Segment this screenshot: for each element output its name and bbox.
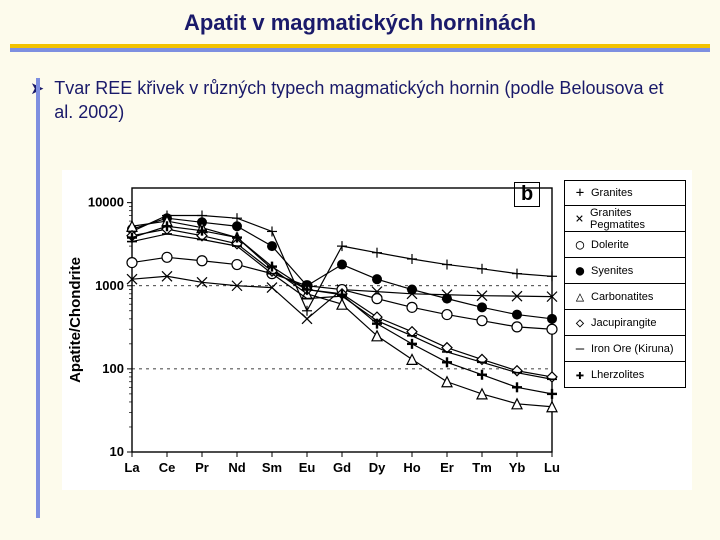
- svg-text:Ho: Ho: [403, 460, 420, 475]
- panel-label: b: [514, 182, 540, 207]
- bullet-item: ➤ Tvar REE křivek v různých typech magma…: [30, 76, 684, 125]
- legend-label: Granites Pegmatites: [590, 207, 685, 231]
- svg-text:1000: 1000: [95, 278, 124, 293]
- svg-text:Eu: Eu: [299, 460, 316, 475]
- legend-label: Carbonatites: [591, 291, 653, 303]
- svg-text:Apatite/Chondrite: Apatite/Chondrite: [67, 257, 84, 383]
- legend-item: ◇Jacupirangite: [564, 310, 686, 336]
- title-rule: [0, 44, 720, 52]
- legend-label: Iron Ore (Kiruna): [591, 343, 674, 355]
- svg-text:Ce: Ce: [159, 460, 176, 475]
- legend-marker-icon: ◇: [569, 316, 591, 330]
- chart-legend: +Granites×Granites Pegmatites○Dolerite●S…: [564, 180, 686, 388]
- legend-marker-icon: ✚: [569, 368, 591, 382]
- legend-item: ✚Lherzolites: [564, 362, 686, 388]
- legend-item: ○Dolerite: [564, 232, 686, 258]
- legend-marker-icon: +: [569, 186, 591, 200]
- legend-item: ●Syenites: [564, 258, 686, 284]
- svg-text:Pr: Pr: [195, 460, 209, 475]
- svg-text:Lu: Lu: [544, 460, 560, 475]
- legend-label: Dolerite: [591, 239, 629, 251]
- legend-item: △Carbonatites: [564, 284, 686, 310]
- svg-text:100: 100: [102, 361, 124, 376]
- svg-text:Sm: Sm: [262, 460, 282, 475]
- svg-text:Er: Er: [440, 460, 454, 475]
- left-accent-bar: [36, 78, 40, 518]
- svg-text:Tm: Tm: [472, 460, 492, 475]
- svg-text:10000: 10000: [88, 195, 124, 210]
- legend-label: Jacupirangite: [591, 317, 656, 329]
- svg-text:Dy: Dy: [369, 460, 386, 475]
- svg-text:Nd: Nd: [228, 460, 245, 475]
- legend-marker-icon: ×: [569, 212, 590, 226]
- legend-label: Syenites: [591, 265, 633, 277]
- legend-item: +Granites: [564, 180, 686, 206]
- legend-label: Granites: [591, 187, 633, 199]
- legend-marker-icon: ●: [569, 264, 591, 278]
- page-title: Apatit v magmatických horninách: [0, 0, 720, 36]
- legend-marker-icon: —: [569, 342, 591, 356]
- svg-text:Yb: Yb: [509, 460, 526, 475]
- svg-text:Gd: Gd: [333, 460, 351, 475]
- legend-item: —Iron Ore (Kiruna): [564, 336, 686, 362]
- legend-item: ×Granites Pegmatites: [564, 206, 686, 232]
- bullet-text: Tvar REE křivek v různých typech magmati…: [54, 76, 684, 125]
- legend-label: Lherzolites: [591, 369, 644, 381]
- svg-text:La: La: [124, 460, 140, 475]
- svg-text:10: 10: [110, 444, 124, 459]
- legend-marker-icon: ○: [569, 238, 591, 252]
- ree-chart: 10 100 1000 10000 La Ce Pr Nd Sm Eu Gd Dy Ho Er Tm Yb Lu…: [62, 170, 692, 490]
- legend-marker-icon: △: [569, 290, 591, 304]
